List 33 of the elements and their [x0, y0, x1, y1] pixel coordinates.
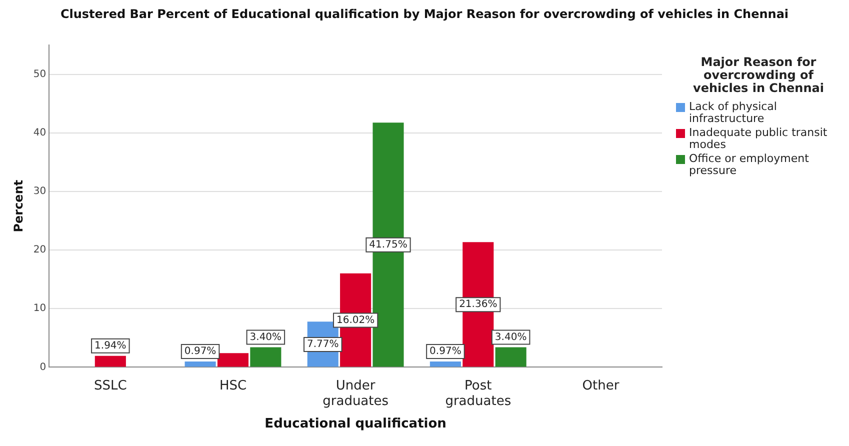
data-label: 21.36%: [459, 299, 498, 310]
legend-label: Lack of physical infrastructure: [689, 100, 778, 125]
data-label: 3.40%: [494, 332, 527, 343]
y-tick-label: 10: [33, 303, 46, 314]
x-axis-title: Educational qualification: [264, 416, 446, 432]
bar: [217, 353, 249, 367]
y-tick-label: 40: [33, 127, 46, 138]
bar: [430, 362, 461, 367]
legend-label: Office or employment pressure: [689, 152, 810, 177]
x-tick-label: SSLC: [94, 378, 127, 394]
data-label: 7.77%: [306, 339, 339, 350]
data-label: 0.97%: [184, 346, 216, 358]
y-tick-label: 0: [40, 362, 46, 373]
data-label: 3.40%: [250, 332, 282, 343]
data-label: 0.97%: [430, 346, 462, 358]
x-tick-label: HSC: [219, 378, 247, 394]
legend-title: Major Reason for overcrowding of vehicles in Chennai: [692, 55, 825, 95]
data-label: 16.02%: [336, 314, 375, 326]
y-axis-title: Percent: [11, 180, 26, 232]
bar: [184, 362, 216, 367]
x-tick-label: Post graduates: [445, 378, 512, 409]
x-tick-label: Other: [582, 378, 620, 394]
data-label: 41.75%: [369, 240, 408, 251]
data-label: 1.94%: [94, 340, 126, 352]
bar: [250, 347, 282, 367]
bar: [495, 347, 526, 367]
x-tick-label: Under graduates: [322, 378, 389, 409]
y-tick-label: 20: [33, 244, 46, 256]
chart-title: Clustered Bar Percent of Educational qualification by Major Reason for overcrowding of vehicles in Chennai: [59, 7, 790, 21]
y-tick-label: 30: [33, 186, 46, 198]
bar: [94, 356, 126, 367]
y-tick-label: 50: [33, 68, 46, 80]
legend-label: Inadequate public transit modes: [689, 126, 828, 151]
